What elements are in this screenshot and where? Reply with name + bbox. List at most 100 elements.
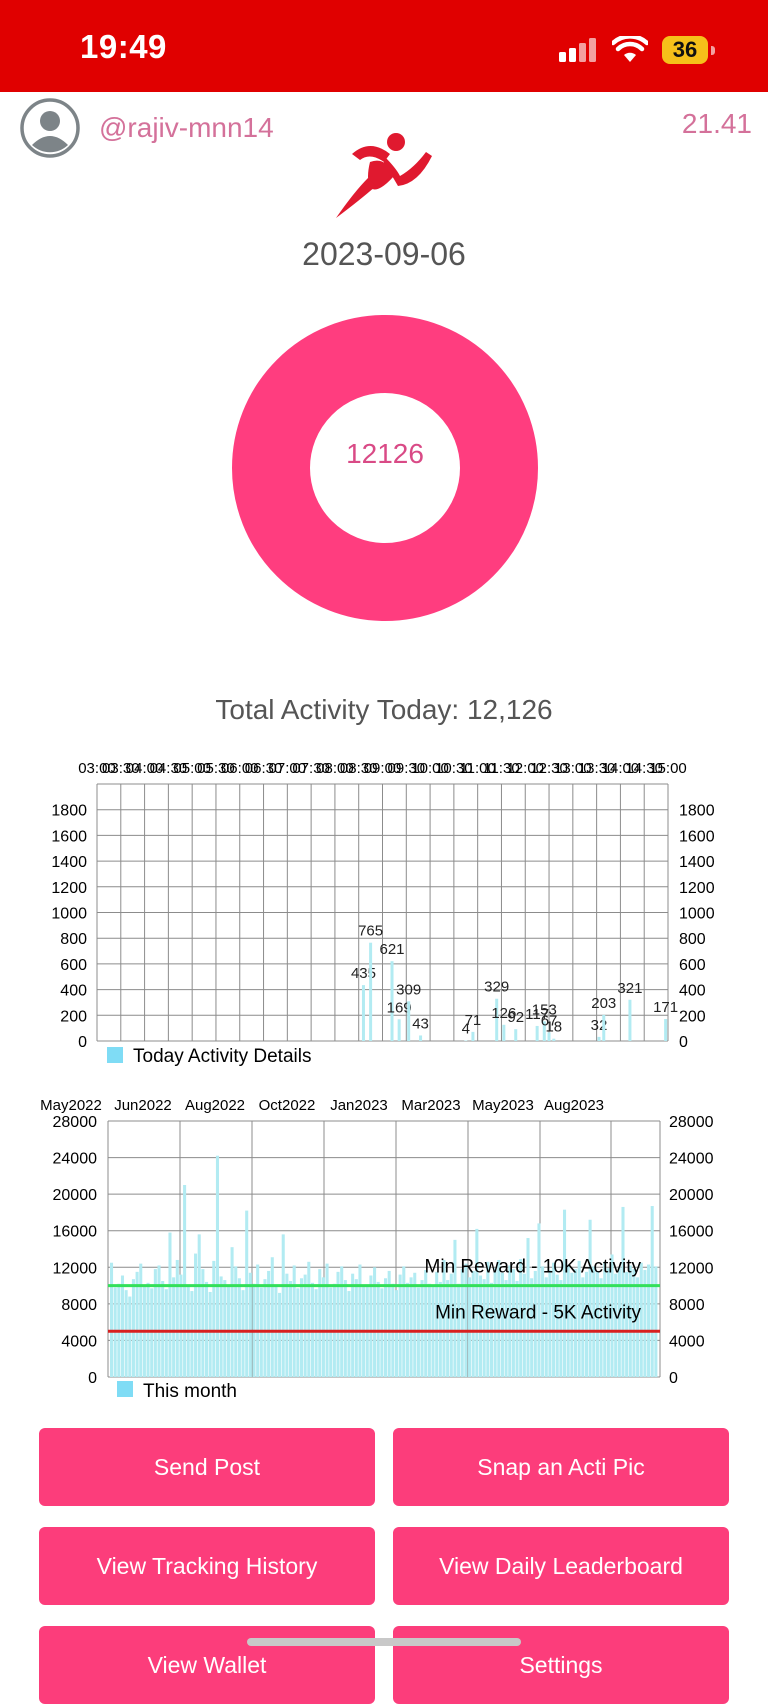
activity-bar [361, 985, 365, 1041]
monthly-bar [504, 1280, 508, 1377]
monthly-bar [135, 1271, 139, 1377]
reference-line-label: Min Reward - 5K Activity [435, 1302, 641, 1323]
y-tick-label-left: 400 [60, 983, 87, 1000]
bar-value-label: 126 [491, 1005, 516, 1022]
activity-bar [407, 1001, 411, 1041]
y-tick-label-right: 1400 [679, 854, 715, 871]
monthly-bar [548, 1270, 552, 1377]
monthly-bar [336, 1271, 340, 1377]
username[interactable]: @rajiv-mnn14 [99, 112, 274, 143]
monthly-bar [157, 1265, 161, 1377]
monthly-bar [248, 1272, 252, 1377]
send-post-button[interactable]: Send Post [39, 1428, 375, 1506]
activity-bar [628, 999, 632, 1041]
monthly-bar [559, 1280, 563, 1377]
x-tick-label: 13:00 [554, 760, 592, 777]
activity-bar [664, 1019, 668, 1041]
monthly-bar [153, 1269, 157, 1377]
monthly-bar [179, 1274, 183, 1377]
monthly-bar [387, 1270, 391, 1377]
y-tick-label-left: 1600 [51, 828, 87, 845]
y-tick-label-right: 24000 [669, 1151, 714, 1168]
monthly-bar [351, 1273, 355, 1377]
monthly-bar [223, 1280, 227, 1377]
monthly-bar [482, 1279, 486, 1377]
monthly-bar [369, 1275, 373, 1377]
y-tick-label-left: 8000 [61, 1297, 97, 1314]
y-tick-label-left: 20000 [53, 1187, 98, 1204]
view-daily-leaderboard-button[interactable]: View Daily Leaderboard [393, 1527, 729, 1605]
bar-value-label: 18 [545, 1019, 562, 1036]
monthly-bar [303, 1274, 307, 1377]
monthly-bar [299, 1278, 304, 1377]
monthly-bar [409, 1277, 413, 1377]
monthly-bar [289, 1281, 293, 1377]
activity-bar [397, 1019, 401, 1041]
bar-value-label: 153 [532, 1001, 557, 1018]
y-tick-label-right: 1200 [679, 880, 715, 897]
activity-bar [464, 1040, 468, 1041]
monthly-bar [584, 1271, 588, 1377]
monthly-bar [245, 1210, 249, 1377]
monthly-bar [632, 1269, 636, 1377]
monthly-bar [267, 1270, 271, 1377]
y-tick-label-left: 0 [88, 1370, 97, 1387]
monthly-bar [281, 1234, 285, 1377]
monthly-bar [478, 1275, 483, 1377]
activity-bar [495, 998, 499, 1041]
monthly-bar [124, 1290, 128, 1377]
monthly-activity-chart: May2022 Jun2022 Aug2022 Oct2022 Jan2023 Mar20… [40, 1097, 714, 1402]
balance: 21.41 [681, 108, 752, 139]
activity-bar [535, 1025, 539, 1041]
legend-label: Today Activity Details [133, 1046, 311, 1067]
y-tick-label-left: 1200 [51, 880, 87, 897]
x-tick-label: 06:30 [245, 760, 283, 777]
monthly-bar [270, 1257, 274, 1377]
home-indicator[interactable] [247, 1638, 521, 1646]
y-tick-label-left: 1800 [51, 803, 87, 820]
x-tick-label: 12:00 [506, 760, 544, 777]
monthly-bar [172, 1277, 176, 1377]
bar-value-label: 71 [465, 1012, 482, 1029]
monthly-bar [493, 1268, 497, 1377]
legend-label: This month [143, 1381, 237, 1402]
monthly-bar [595, 1270, 599, 1377]
snap-acti-pic-button[interactable]: Snap an Acti Pic [393, 1428, 729, 1506]
monthly-bar [563, 1209, 567, 1377]
monthly-bar [610, 1254, 614, 1377]
monthly-bar [566, 1264, 570, 1377]
y-tick-label-left: 24000 [53, 1151, 98, 1168]
monthly-bar [139, 1263, 143, 1377]
x-tick-label: May2023 [472, 1097, 534, 1114]
view-tracking-history-button[interactable]: View Tracking History [39, 1527, 375, 1605]
battery-icon: 36 [662, 36, 708, 64]
monthly-bar [533, 1270, 537, 1377]
y-tick-label-left: 800 [60, 931, 87, 948]
y-tick-label-right: 20000 [669, 1187, 714, 1204]
monthly-bar [256, 1264, 260, 1377]
total-activity-label: Total Activity Today: 12,126 [215, 694, 553, 725]
monthly-bar [292, 1265, 296, 1377]
x-tick-label: 06:00 [221, 760, 259, 777]
monthly-bar [468, 1277, 472, 1377]
x-tick-label: 10:00 [411, 760, 449, 777]
y-tick-label-right: 1800 [679, 803, 715, 820]
monthly-bar [201, 1269, 205, 1377]
monthly-bar [197, 1234, 201, 1377]
x-tick-label: 04:00 [126, 760, 164, 777]
monthly-bar [508, 1265, 512, 1377]
activity-bar [552, 1038, 556, 1041]
x-tick-label: 08:30 [340, 760, 378, 777]
user-avatar-icon[interactable] [19, 97, 81, 159]
donut-value: 12126 [346, 438, 424, 469]
y-tick-label-right: 16000 [669, 1224, 714, 1241]
monthly-bar [500, 1272, 504, 1377]
x-tick-label: 09:00 [364, 760, 402, 777]
monthly-bar [541, 1266, 545, 1377]
y-tick-label-right: 0 [679, 1034, 688, 1051]
x-tick-label: 03:00 [78, 760, 116, 777]
monthly-bar [471, 1270, 475, 1377]
monthly-bar [237, 1278, 241, 1377]
y-tick-label-left: 1000 [51, 906, 87, 923]
x-tick-label: 04:30 [150, 760, 188, 777]
